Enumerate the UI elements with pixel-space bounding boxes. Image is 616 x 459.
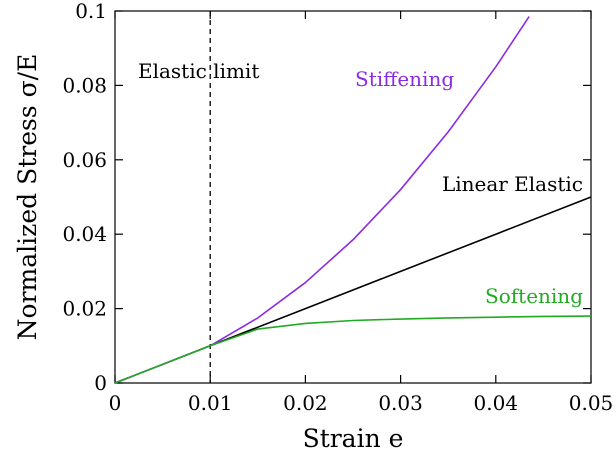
x-tick-label: 0.01: [188, 391, 233, 415]
y-tick-label: 0: [94, 371, 107, 395]
axis-ticks: 0 0.01 0.02 0.03 0.04 0.05 0 0.02 0.04 0.06 0.08 0.…: [62, 0, 613, 415]
x-tick-label: 0: [109, 391, 122, 415]
series-line-softening: [114, 315, 592, 384]
series-label-linear-elastic: Linear Elastic: [442, 172, 583, 196]
y-axis-title: Normalized Stress σ/E: [13, 54, 42, 341]
series-line-stiffening: [114, 16, 530, 384]
x-tick-label: 0.04: [474, 391, 519, 415]
x-tick-label: 0.03: [378, 391, 423, 415]
series-lines: [114, 16, 592, 384]
x-tick-label: 0.02: [283, 391, 328, 415]
annotations: Elastic limit Linear Elastic Stiffening Sof…: [138, 59, 583, 308]
elastic-limit-label: Elastic limit: [138, 59, 259, 83]
x-axis-title: Strain e: [303, 424, 404, 453]
series-label-stiffening: Stiffening: [355, 67, 454, 91]
y-tick-label: 0.1: [75, 0, 107, 23]
y-tick-label: 0.02: [62, 297, 107, 321]
y-tick-label: 0.08: [62, 73, 107, 97]
y-tick-label: 0.04: [62, 222, 107, 246]
series-label-softening: Softening: [485, 284, 583, 308]
x-tick-label: 0.05: [569, 391, 614, 415]
y-tick-label: 0.06: [62, 148, 107, 172]
